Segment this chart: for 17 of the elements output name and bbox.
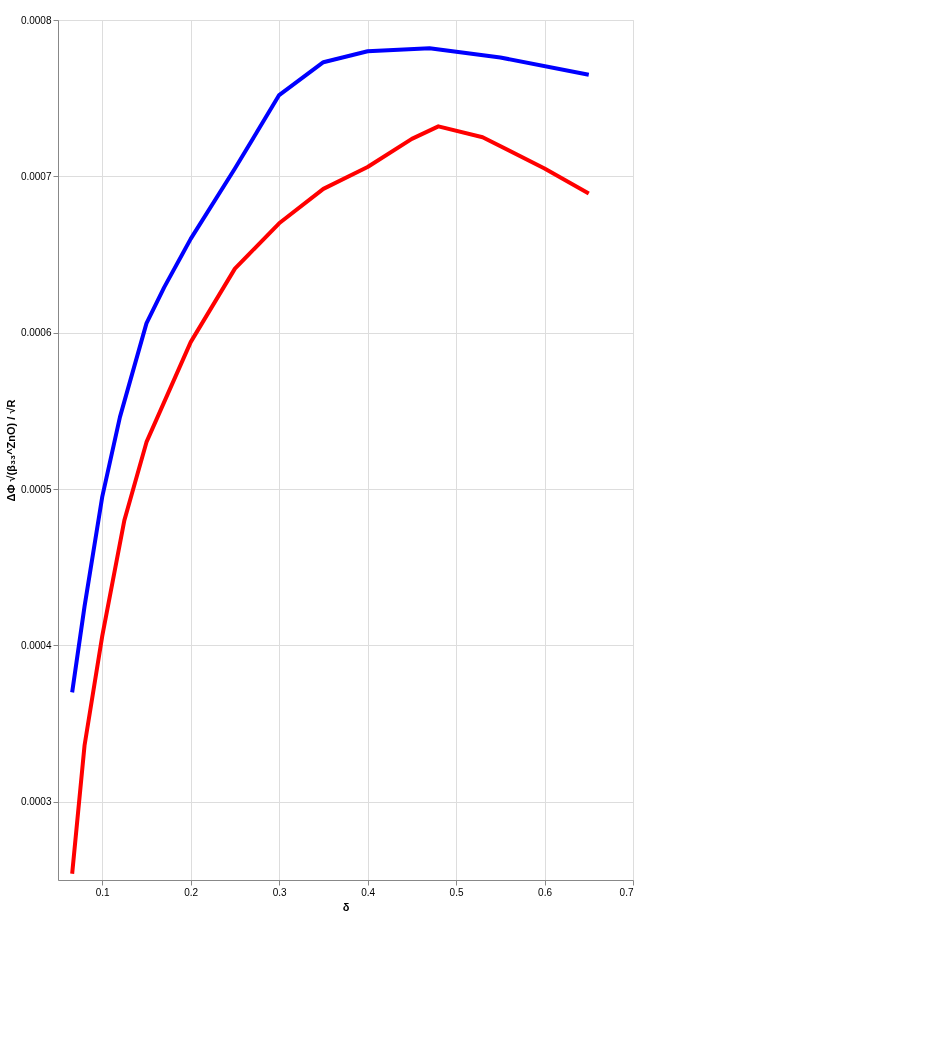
x-axis-title: δ: [342, 900, 350, 913]
x-tick-label: 0.4: [361, 886, 376, 898]
y-tick-label: 0.0008: [20, 14, 52, 26]
x-tick-label: 0.7: [619, 886, 634, 898]
y-tick-label: 0.0004: [20, 639, 52, 651]
x-tick-label: 0.6: [538, 886, 553, 898]
line-series: [70, 46, 591, 695]
x-tick-label: 0.5: [449, 886, 464, 898]
x-tick-label: 0.3: [272, 886, 288, 898]
y-tick-label: 0.0003: [20, 796, 52, 808]
line-series: [70, 124, 591, 876]
x-tick-label: 0.1: [95, 886, 111, 898]
y-tick-label: 0.0005: [20, 483, 52, 495]
y-axis-title: ΔΦ √(β₃₃^ZnO) / √R: [4, 399, 17, 502]
y-tick-label: 0.0007: [20, 170, 52, 182]
y-tick-label: 0.0006: [20, 327, 52, 339]
x-tick-label: 0.2: [184, 886, 199, 898]
